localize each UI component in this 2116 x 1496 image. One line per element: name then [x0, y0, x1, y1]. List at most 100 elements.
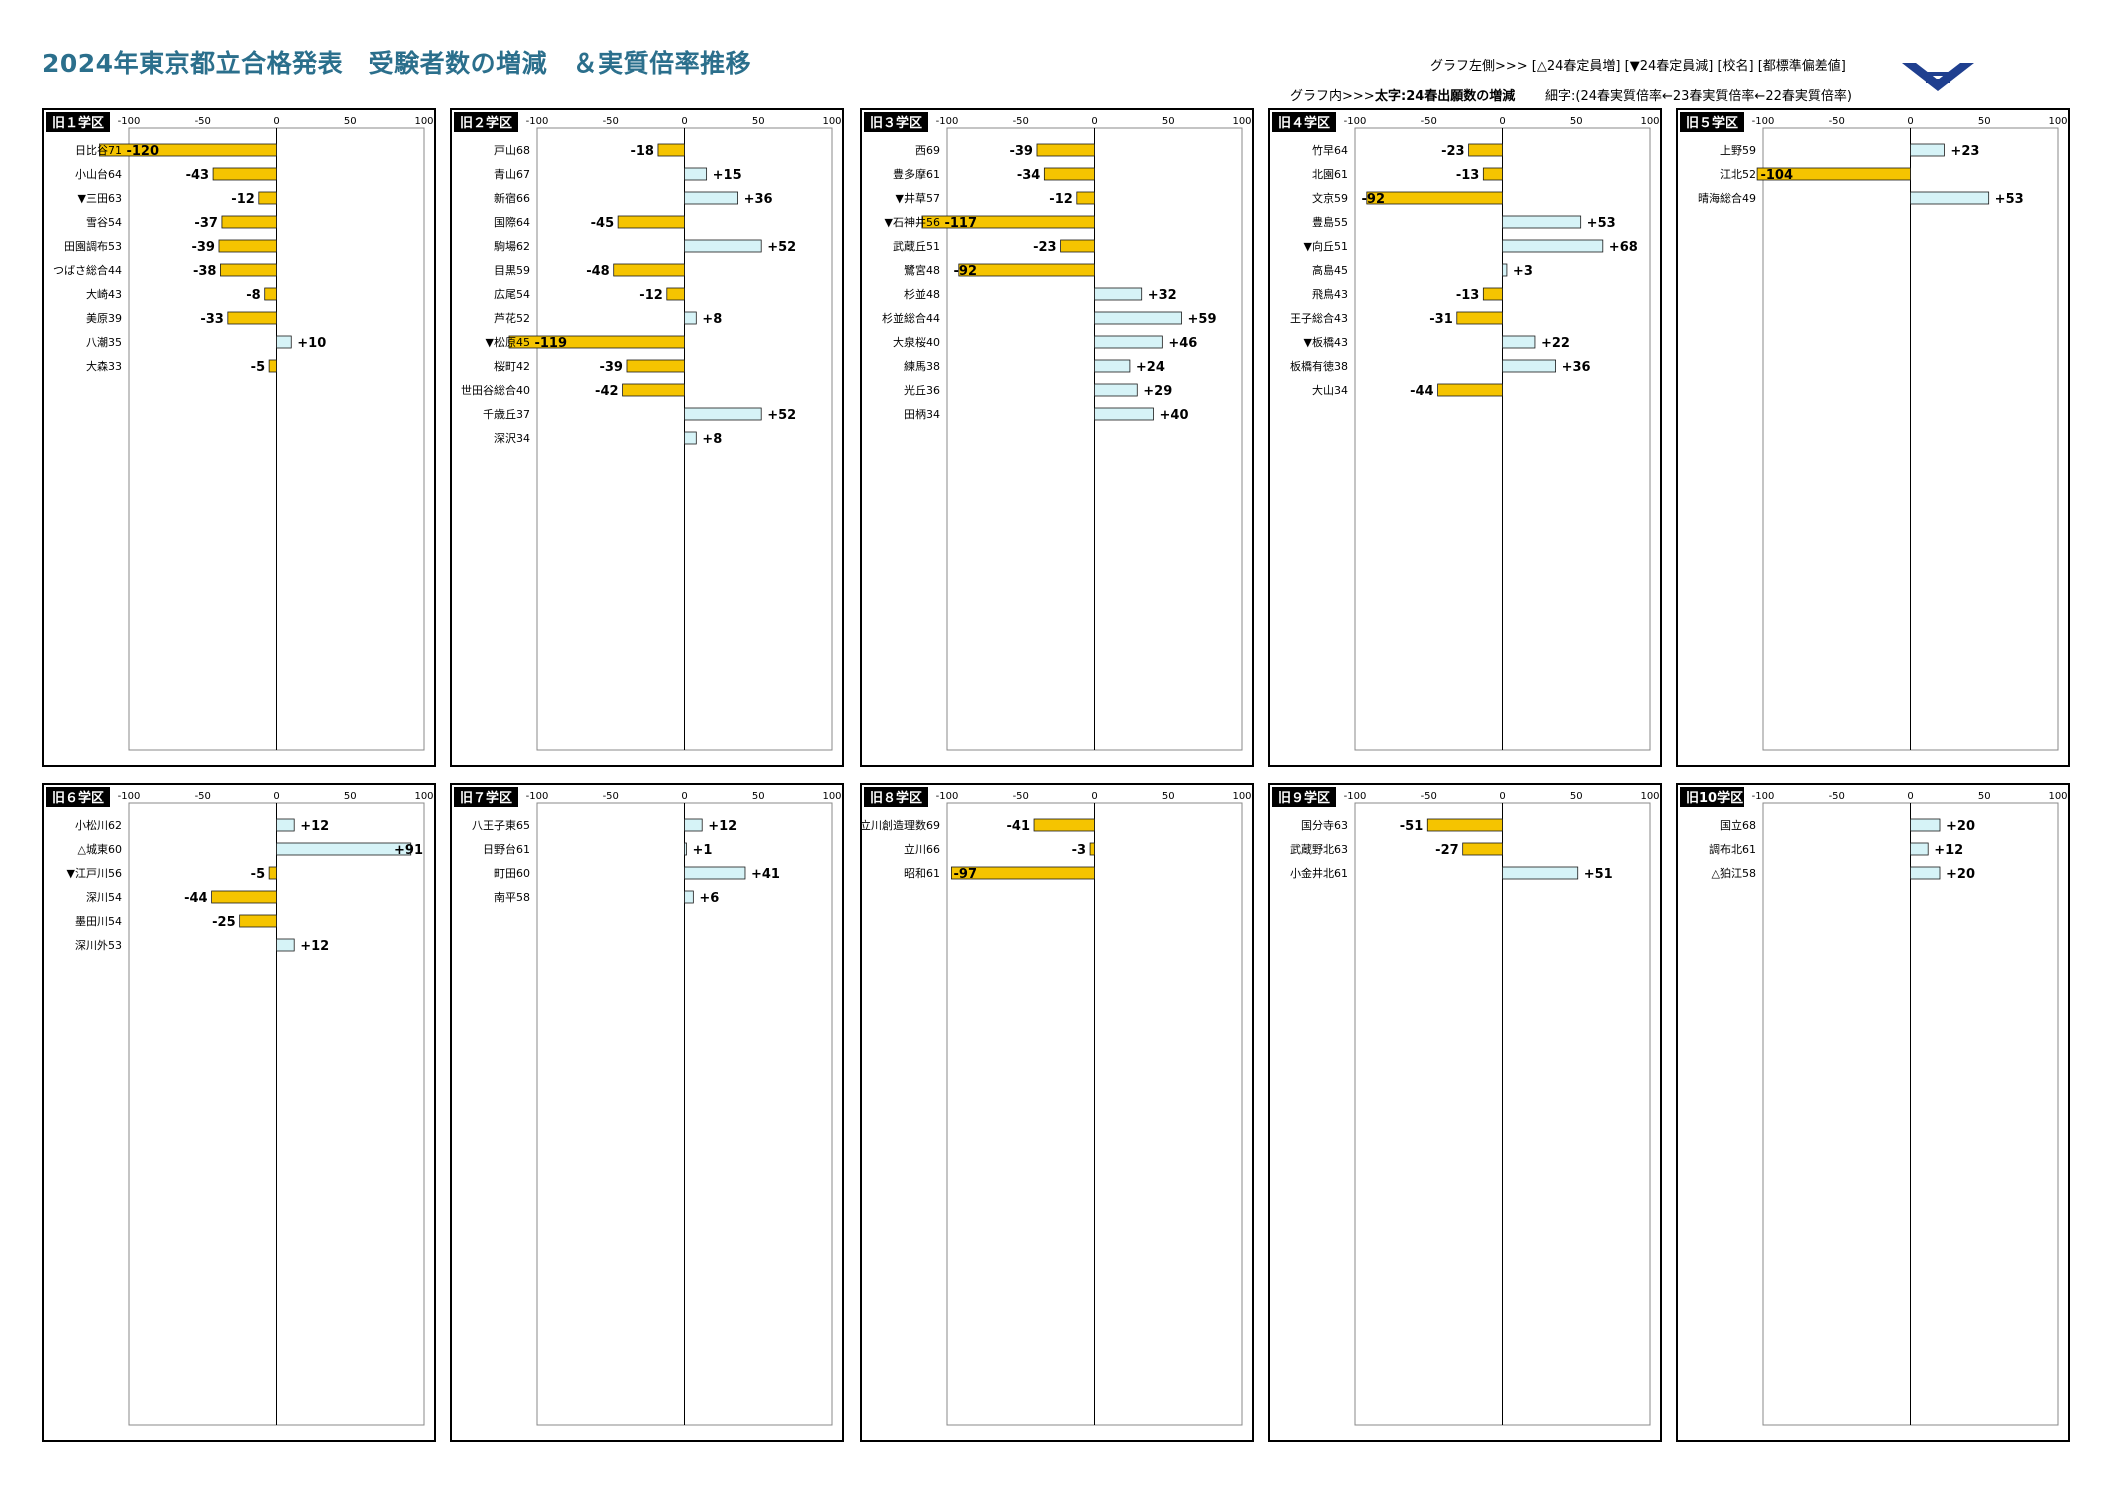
value-label: +24: [1136, 360, 1165, 375]
bar: [508, 335, 685, 349]
value-label: -33: [200, 312, 224, 327]
tick-label: -100: [936, 791, 959, 802]
bar: [264, 287, 277, 301]
chart-panel: 旧４学区 -100 -50 0 50 100 竹早64 -23 北園61 -13 文京59 -92 豊島…: [1268, 108, 1662, 767]
value-label: +91: [394, 843, 423, 858]
bar: [1910, 818, 1941, 832]
bar: [1366, 191, 1503, 205]
category-label: 墨田川54: [75, 915, 122, 928]
tick-label: 0: [1499, 791, 1505, 802]
category-label: 桜町42: [494, 359, 530, 373]
bar-chart: 旧９学区 -100 -50 0 50 100 国分寺63 -51 武蔵野北63 -27 小金井北61…: [1272, 787, 1660, 1426]
value-label: -13: [1456, 288, 1480, 303]
bar: [218, 239, 277, 253]
bar-chart: 旧２学区 -100 -50 0 50 100 戸山68 -18 青山67 +15 新宿66 +36 国際…: [454, 112, 842, 751]
panel-title-bg: [454, 112, 518, 132]
panel-title-bg: [46, 112, 110, 132]
category-label: 文京59: [1312, 191, 1348, 205]
category-label: 駒場62: [494, 240, 530, 253]
value-label: +15: [713, 168, 742, 183]
bar: [1033, 818, 1095, 832]
bar: [617, 215, 685, 229]
category-label: 板橋有徳38: [1290, 359, 1348, 373]
value-label: -18: [630, 144, 654, 159]
bar-chart: 旧８学区 -100 -50 0 50 100 立川創造理数69 -41 立川66 -3 昭和61 -9…: [862, 787, 1252, 1426]
bar: [1094, 383, 1138, 397]
category-label: 国分寺63: [1301, 819, 1348, 832]
panel-title-bg: [1680, 112, 1744, 132]
category-label: 高島45: [1312, 263, 1348, 277]
category-label: ▼石神井56: [885, 215, 940, 229]
tick-label: 100: [822, 791, 841, 802]
bar: [1468, 143, 1503, 157]
value-label: -119: [534, 336, 567, 351]
tick-label: 0: [1499, 116, 1505, 127]
value-label: -37: [194, 216, 218, 231]
panel-title-bg: [1272, 112, 1336, 132]
category-label: △狛江58: [1712, 867, 1756, 880]
bar: [684, 191, 738, 205]
value-label: -23: [1441, 144, 1465, 159]
value-label: -44: [184, 891, 208, 906]
bar: [684, 239, 762, 253]
bar: [684, 866, 746, 880]
tick-label: -100: [936, 116, 959, 127]
bar-chart: 旧５学区 -100 -50 0 50 100 上野59 +23 江北52 -104 晴海総合49 +5…: [1680, 112, 2068, 751]
value-label: +20: [1946, 867, 1975, 882]
tick-label: 100: [1640, 791, 1659, 802]
category-label: 北園61: [1312, 168, 1348, 181]
bar-chart: 旧４学区 -100 -50 0 50 100 竹早64 -23 北園61 -13 文京59 -92 豊島…: [1272, 112, 1660, 751]
category-label: 豊島55: [1312, 215, 1348, 229]
tick-label: -50: [1829, 791, 1845, 802]
tick-label: -50: [1013, 791, 1029, 802]
value-label: +12: [300, 819, 329, 834]
logo-icon: [1900, 60, 1976, 100]
chart-panel: 旧10学区 -100 -50 0 50 100 国立68 +20 調布北61 +12 △狛江58 +2…: [1676, 783, 2070, 1442]
panel-title: 旧２学区: [460, 115, 512, 131]
bar: [1060, 239, 1095, 253]
panel-title: 旧６学区: [52, 790, 104, 806]
value-label: +10: [297, 336, 326, 351]
bar: [613, 263, 685, 277]
tick-label: -100: [1752, 116, 1775, 127]
category-label: 千歳丘37: [483, 408, 530, 421]
bar: [1756, 167, 1911, 181]
bar: [921, 215, 1095, 229]
value-label: +51: [1584, 867, 1613, 882]
panel-title: 旧３学区: [870, 115, 922, 131]
value-label: -8: [246, 288, 260, 303]
value-label: +36: [1562, 360, 1591, 375]
value-label: +20: [1946, 819, 1975, 834]
category-label: 杉並48: [904, 287, 940, 301]
panel-title-bg: [1680, 787, 1744, 807]
category-label: 日比谷71: [75, 144, 122, 157]
bar: [1094, 359, 1131, 373]
tick-label: 50: [1162, 116, 1175, 127]
value-label: +8: [702, 432, 722, 447]
bar: [1437, 383, 1503, 397]
bar: [276, 938, 295, 952]
tick-label: 100: [1232, 791, 1251, 802]
value-label: -51: [1400, 819, 1424, 834]
category-label: ▼井草57: [896, 191, 940, 205]
value-label: -23: [1033, 240, 1057, 255]
panel-title: 旧７学区: [460, 790, 512, 806]
chart-panel: 旧９学区 -100 -50 0 50 100 国分寺63 -51 武蔵野北63 -27 小金井北61…: [1268, 783, 1662, 1442]
tick-label: 100: [2048, 116, 2067, 127]
value-label: +12: [300, 939, 329, 954]
bar: [99, 143, 277, 157]
value-label: +40: [1160, 408, 1189, 423]
chart-panel: 旧１学区 -100 -50 0 50 100 日比谷71 -120 小山台64 -43 ▼三田63 -…: [42, 108, 436, 767]
bar: [684, 167, 708, 181]
bar: [684, 311, 697, 325]
legend-inner-bold: 太字:24春出願数の増減: [1375, 89, 1516, 104]
value-label: -41: [1007, 819, 1031, 834]
value-label: -48: [586, 264, 610, 279]
category-label: 上野59: [1720, 144, 1756, 157]
category-label: 田園調布53: [64, 239, 122, 253]
category-label: 雪谷54: [86, 216, 122, 229]
category-label: △城東60: [78, 843, 122, 856]
panel-title: 旧10学区: [1686, 790, 1743, 806]
value-label: +32: [1148, 288, 1177, 303]
category-label: 国立68: [1720, 818, 1756, 832]
